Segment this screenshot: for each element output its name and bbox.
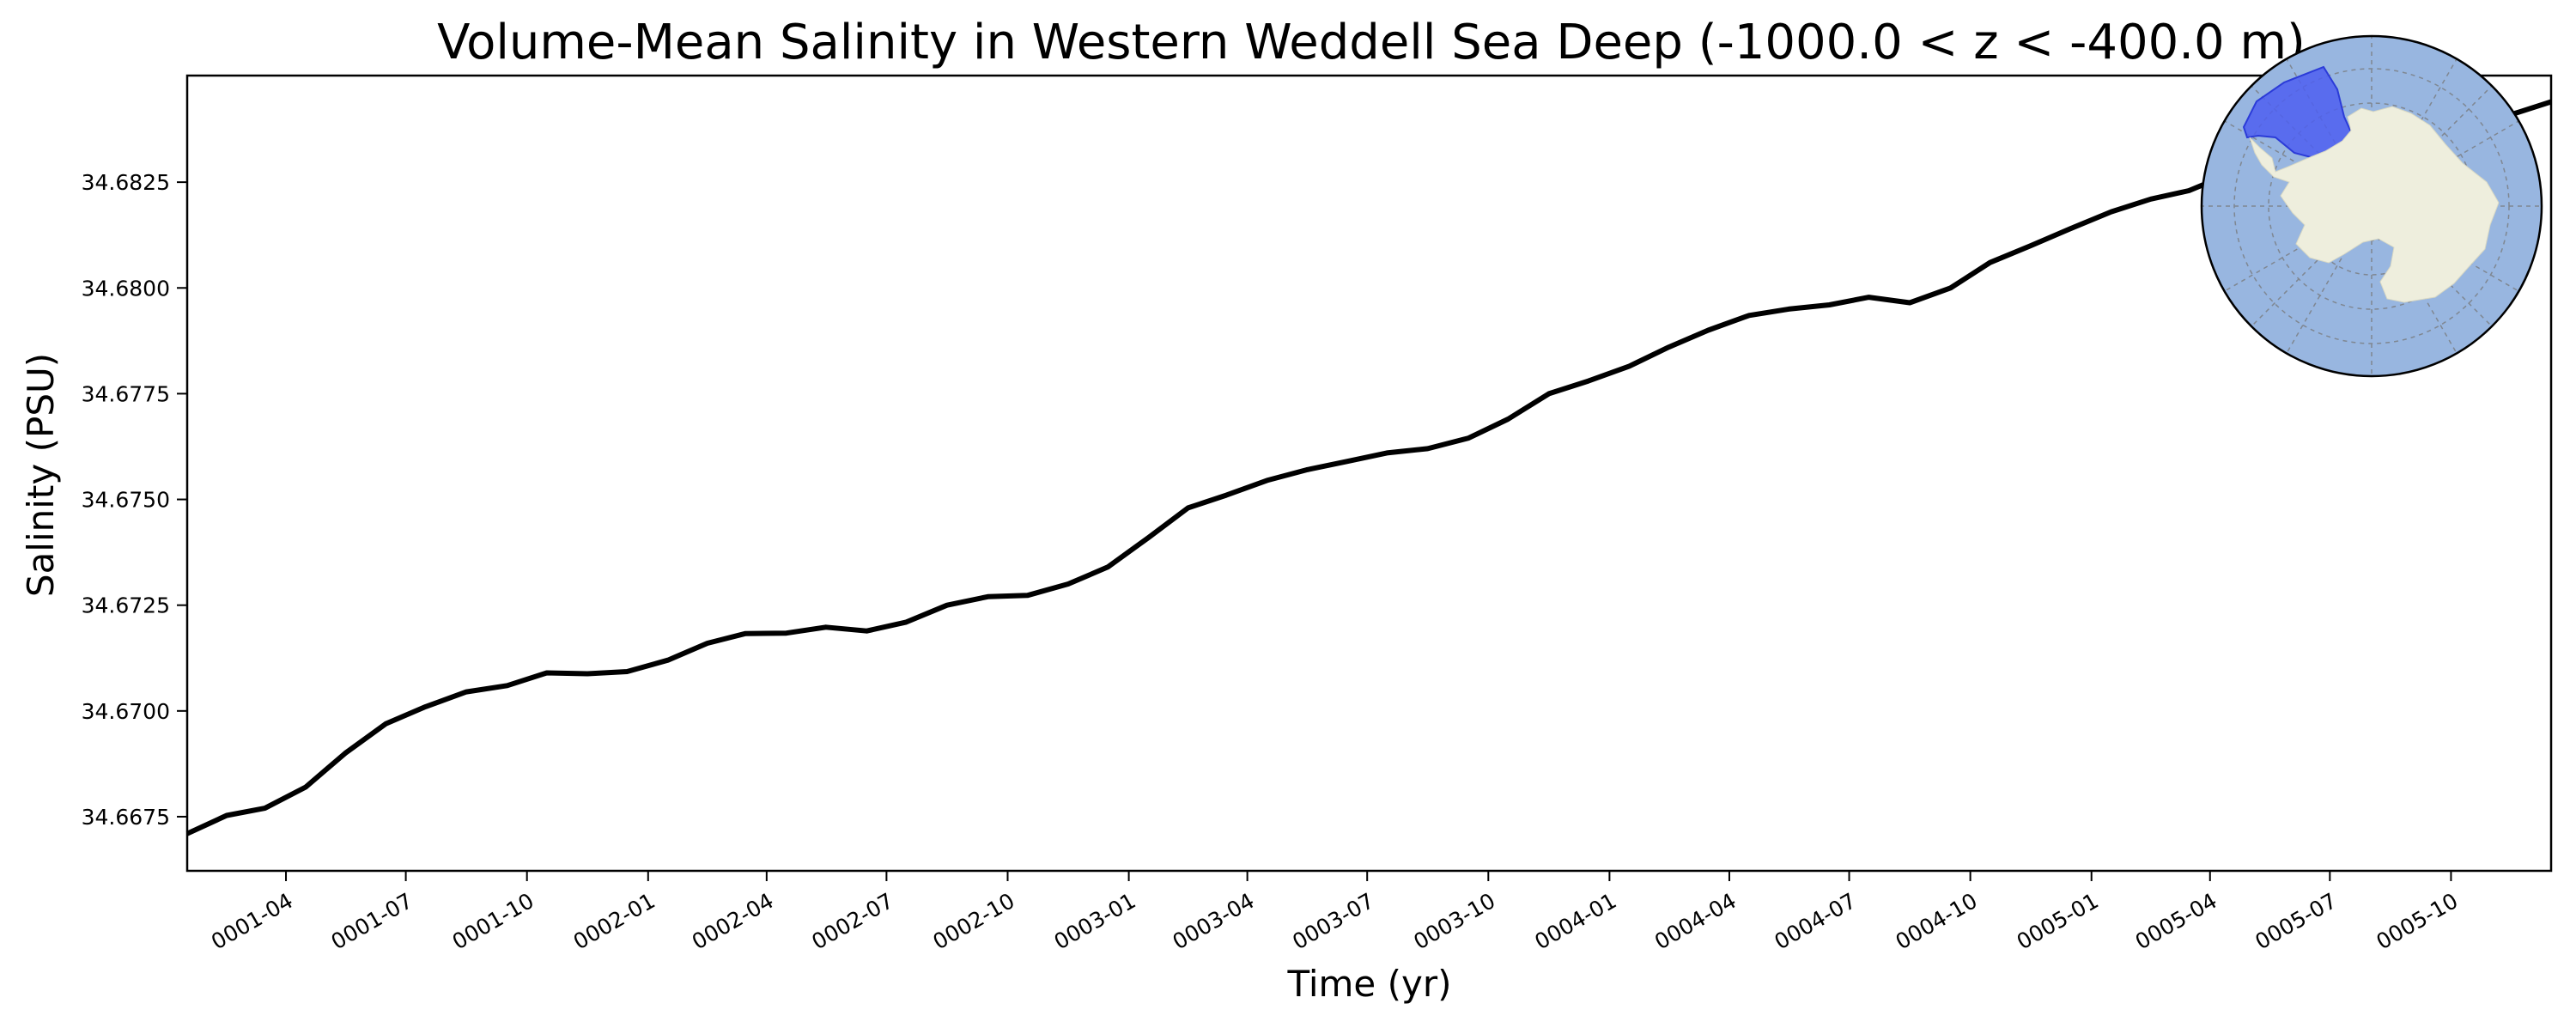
axis-ticks: 34.6675 34.6700 34.6725 34.6750 34.6775 34.68…: [82, 170, 2463, 954]
x-axis-label: Time (yr): [1286, 963, 1451, 1005]
x-tick-label: 0001-04: [207, 888, 297, 954]
series-line-layer: [185, 99, 2552, 836]
y-tick-label: 34.6725: [82, 593, 170, 618]
x-tick-label: 0003-10: [1409, 888, 1499, 954]
x-tick-label: 0004-10: [1892, 888, 1982, 954]
x-tick-label: 0004-07: [1771, 888, 1861, 954]
x-tick-label: 0002-01: [569, 888, 659, 954]
x-tick-label: 0005-04: [2131, 888, 2221, 954]
y-tick-label: 34.6800: [82, 276, 170, 301]
antarctica-inset-map: [2200, 34, 2543, 378]
y-tick-label: 34.6675: [82, 805, 170, 830]
x-tick-label: 0004-04: [1650, 888, 1741, 954]
x-tick-label: 0005-07: [2251, 888, 2341, 954]
x-tick-label: 0003-04: [1169, 888, 1259, 954]
x-tick-label: 0003-07: [1288, 888, 1378, 954]
antarctica-landmass: [2249, 106, 2500, 303]
plot-frame: [185, 74, 2553, 873]
x-tick-label: 0002-04: [688, 888, 778, 954]
x-tick-label: 0005-10: [2372, 888, 2462, 954]
x-tick-label: 0001-07: [327, 888, 417, 954]
inset-border: [2200, 34, 2543, 378]
x-tick-label: 0002-10: [929, 888, 1019, 954]
x-tick-label: 0003-01: [1050, 888, 1140, 954]
y-tick-label: 34.6750: [82, 488, 170, 513]
salinity-series-line: [185, 99, 2552, 836]
chart-title: Volume-Mean Salinity in Western Weddell …: [437, 15, 2306, 70]
y-tick-label: 34.6775: [82, 381, 170, 406]
x-tick-label: 0004-01: [1530, 888, 1620, 954]
x-tick-label: 0001-10: [448, 888, 538, 954]
x-tick-label: 0005-01: [2013, 888, 2103, 954]
y-tick-label: 34.6700: [82, 699, 170, 724]
y-tick-label: 34.6825: [82, 170, 170, 195]
x-tick-label: 0002-07: [807, 888, 897, 954]
y-axis-label: Salinity (PSU): [20, 353, 62, 597]
